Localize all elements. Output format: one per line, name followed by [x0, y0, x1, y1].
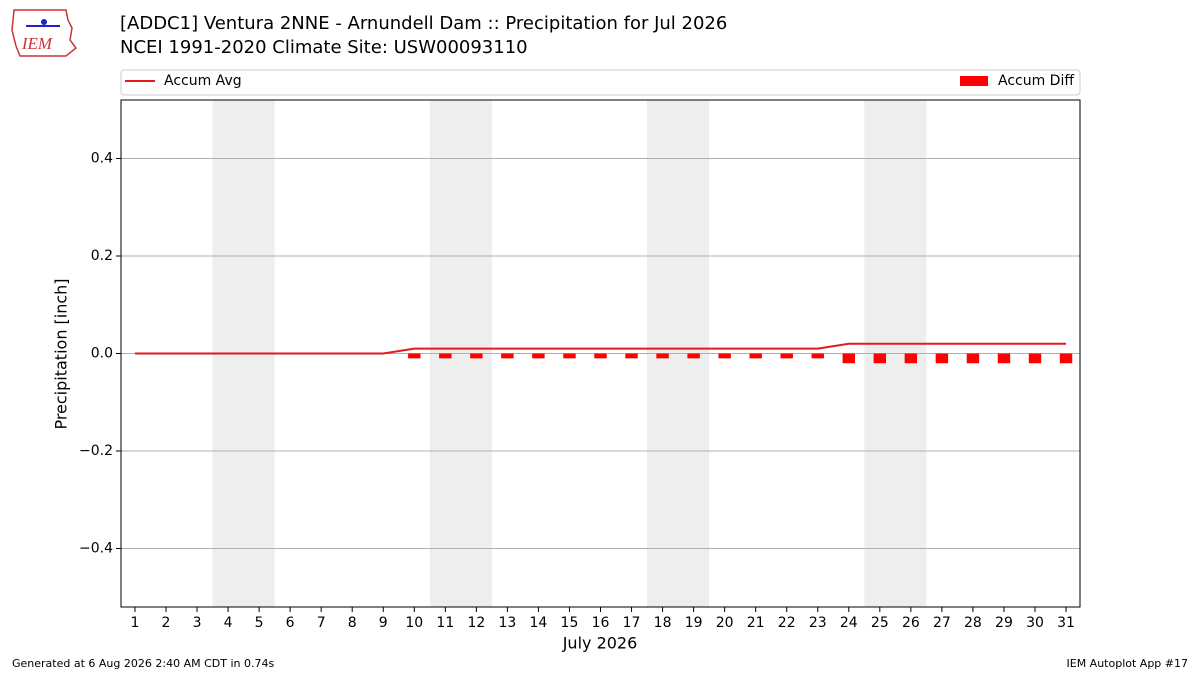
- x-tick-label: 12: [467, 615, 485, 631]
- x-tick-label: 7: [317, 615, 326, 631]
- y-tick-label: 0.0: [91, 346, 113, 362]
- bar: [625, 353, 638, 359]
- bar: [1028, 353, 1042, 364]
- bar: [687, 353, 700, 359]
- bar: [718, 353, 731, 359]
- x-tick-label: 8: [348, 615, 357, 631]
- chart-subtitle: NCEI 1991-2020 Climate Site: USW00093110: [120, 37, 528, 58]
- bar: [997, 353, 1011, 364]
- x-tick-label: 23: [809, 615, 827, 631]
- y-tick-label: 0.2: [91, 248, 113, 264]
- legend-label: Accum Avg: [164, 73, 242, 89]
- x-axis-label: July 2026: [562, 634, 638, 653]
- x-tick-label: 30: [1026, 615, 1044, 631]
- bar: [811, 353, 824, 359]
- x-tick-label: 25: [871, 615, 889, 631]
- bar: [439, 353, 452, 359]
- x-tick-label: 24: [840, 615, 858, 631]
- chart-title: [ADDC1] Ventura 2NNE - Arnundell Dam :: …: [120, 13, 727, 34]
- bar: [842, 353, 855, 364]
- x-tick-label: 3: [193, 615, 202, 631]
- legend: [120, 69, 1081, 96]
- x-tick-label: 13: [498, 615, 516, 631]
- x-tick-label: 28: [964, 615, 982, 631]
- x-tick-label: 2: [162, 615, 171, 631]
- footer-right: IEM Autoplot App #17: [1067, 657, 1189, 670]
- bar: [780, 353, 793, 359]
- x-tick-label: 29: [995, 615, 1013, 631]
- x-tick-label: 5: [255, 615, 264, 631]
- x-tick-label: 22: [778, 615, 796, 631]
- x-tick-label: 11: [436, 615, 454, 631]
- plot-frame: [120, 99, 1081, 608]
- bar: [966, 353, 980, 364]
- y-tick-label: −0.4: [79, 541, 113, 557]
- x-tick-label: 10: [405, 615, 423, 631]
- bar: [408, 353, 421, 359]
- x-tick-label: 6: [286, 615, 295, 631]
- x-tick-label: 27: [933, 615, 951, 631]
- x-tick-label: 15: [561, 615, 579, 631]
- y-tick-label: 0.4: [91, 151, 113, 167]
- x-tick-label: 1: [131, 615, 140, 631]
- x-tick-label: 9: [379, 615, 388, 631]
- bar: [935, 353, 949, 364]
- bar: [532, 353, 545, 359]
- line: [134, 342, 1067, 355]
- x-tick-label: 21: [747, 615, 765, 631]
- bar: [470, 353, 483, 359]
- footer-left: Generated at 6 Aug 2026 2:40 AM CDT in 0…: [12, 657, 274, 670]
- legend-label: Accum Diff: [998, 73, 1074, 89]
- x-tick-label: 26: [902, 615, 920, 631]
- x-tick-label: 19: [685, 615, 703, 631]
- logo: IEM: [11, 9, 78, 57]
- x-tick-label: 31: [1057, 615, 1075, 631]
- x-tick-label: 16: [592, 615, 610, 631]
- logo-text: IEM: [21, 34, 53, 53]
- bar: [594, 353, 607, 359]
- legend-swatch: [959, 76, 988, 86]
- bar: [1059, 353, 1073, 364]
- bar: [873, 353, 887, 364]
- x-tick-label: 18: [654, 615, 672, 631]
- bar: [656, 353, 669, 359]
- x-tick-label: 20: [716, 615, 734, 631]
- x-tick-label: 14: [530, 615, 548, 631]
- y-axis-label: Precipitation [inch]: [52, 278, 71, 429]
- y-tick-label: −0.2: [79, 443, 113, 459]
- bar: [563, 353, 576, 359]
- x-tick-label: 17: [623, 615, 641, 631]
- bar: [501, 353, 514, 359]
- x-tick-label: 4: [224, 615, 233, 631]
- bar: [904, 353, 918, 364]
- bar: [749, 353, 762, 359]
